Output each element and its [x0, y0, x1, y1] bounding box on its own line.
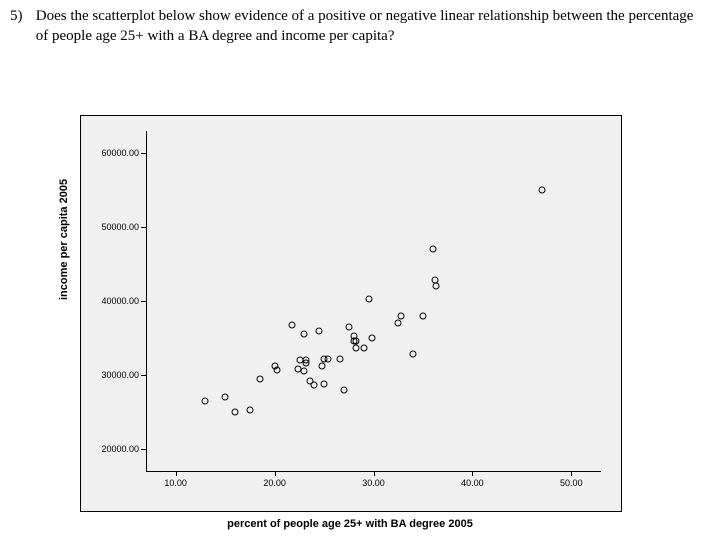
data-point [398, 312, 405, 319]
data-point [325, 356, 332, 363]
data-point [336, 355, 343, 362]
x-tick [571, 471, 572, 476]
question-block: 5) Does the scatterplot below show evide… [10, 6, 708, 47]
data-point [232, 408, 239, 415]
data-point [352, 337, 359, 344]
data-point [273, 367, 280, 374]
question-text: Does the scatterplot below show evidence… [36, 6, 696, 47]
y-tick [141, 227, 146, 228]
x-tick [176, 471, 177, 476]
y-axis-label: income per capita 2005 [58, 179, 70, 300]
data-point [222, 394, 229, 401]
data-point [360, 345, 367, 352]
data-point [432, 283, 439, 290]
data-point [311, 382, 318, 389]
data-point [345, 323, 352, 330]
data-point [301, 331, 308, 338]
data-point [316, 327, 323, 334]
y-tick-label: 30000.00 [89, 370, 139, 380]
data-point [368, 334, 375, 341]
x-tick-label: 10.00 [164, 478, 187, 488]
x-tick-label: 30.00 [362, 478, 385, 488]
data-point [246, 407, 253, 414]
data-point [419, 312, 426, 319]
data-point [365, 295, 372, 302]
data-point [538, 187, 545, 194]
data-point [410, 351, 417, 358]
y-tick-label: 40000.00 [89, 296, 139, 306]
x-tick [275, 471, 276, 476]
data-point [321, 380, 328, 387]
data-point [352, 344, 359, 351]
y-tick-label: 50000.00 [89, 222, 139, 232]
x-axis-label: percent of people age 25+ with BA degree… [80, 518, 620, 530]
data-point [319, 363, 326, 370]
scatter-chart: 20000.00 30000.00 40000.00 50000.00 60000.00… [80, 115, 622, 512]
y-tick-label: 20000.00 [89, 444, 139, 454]
y-tick [141, 301, 146, 302]
data-point [202, 397, 209, 404]
data-point [303, 360, 310, 367]
x-tick-label: 20.00 [263, 478, 286, 488]
x-tick-label: 40.00 [461, 478, 484, 488]
y-tick-label: 60000.00 [89, 148, 139, 158]
x-tick-label: 50.00 [560, 478, 583, 488]
plot-area [146, 131, 601, 471]
y-tick [141, 375, 146, 376]
y-tick [141, 153, 146, 154]
x-tick [472, 471, 473, 476]
data-point [340, 386, 347, 393]
data-point [289, 321, 296, 328]
data-point [395, 320, 402, 327]
y-tick [141, 449, 146, 450]
data-point [256, 375, 263, 382]
x-tick [374, 471, 375, 476]
question-number: 5) [10, 6, 32, 26]
data-point [429, 246, 436, 253]
data-point [301, 368, 308, 375]
